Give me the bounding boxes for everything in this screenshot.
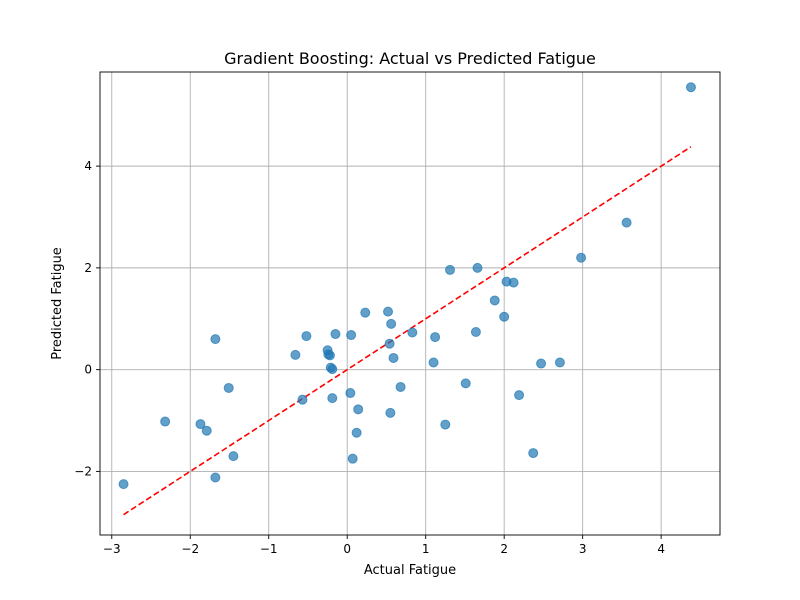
data-point (210, 334, 221, 345)
data-point (440, 419, 451, 430)
grid-lines (100, 72, 720, 535)
data-point (347, 453, 358, 464)
x-tick-label: −3 (103, 542, 121, 556)
reference-line-layer (123, 146, 692, 516)
perfect-prediction-line (123, 146, 692, 516)
data-point (346, 330, 357, 341)
data-point (324, 350, 335, 361)
data-point (430, 332, 441, 343)
y-tick-label: 2 (84, 261, 92, 275)
data-point (384, 338, 395, 349)
x-tick-label: 0 (343, 542, 351, 556)
data-point (210, 472, 221, 483)
data-point (223, 382, 234, 393)
y-tick-label: 4 (84, 159, 92, 173)
data-point (388, 352, 399, 363)
data-point (385, 407, 396, 418)
data-point (118, 479, 129, 490)
data-point (489, 295, 500, 306)
data-point (460, 378, 471, 389)
data-point (201, 425, 212, 436)
data-point (395, 381, 406, 392)
data-point (301, 331, 312, 342)
data-point (685, 82, 696, 93)
data-point (327, 393, 338, 404)
data-point (428, 357, 439, 368)
data-points (118, 82, 696, 490)
y-tick-label: 0 (84, 363, 92, 377)
data-point (508, 277, 519, 288)
data-point (297, 394, 308, 405)
axis-ticks: −3 −2 −1 0 1 2 3 4 −2 0 2 4 (74, 159, 665, 556)
data-point (345, 388, 356, 399)
x-axis-label: Actual Fatigue (364, 563, 456, 578)
data-point (407, 327, 418, 338)
data-point (383, 306, 394, 317)
data-point (386, 318, 397, 329)
data-point (554, 357, 565, 368)
x-tick-label: −2 (181, 542, 199, 556)
data-point (160, 416, 171, 427)
x-tick-label: −1 (260, 542, 278, 556)
x-tick-label: 1 (422, 542, 430, 556)
data-point (351, 427, 362, 438)
chart-title: Gradient Boosting: Actual vs Predicted F… (224, 49, 596, 68)
data-point (514, 390, 525, 401)
data-point (290, 349, 301, 360)
data-point (528, 448, 539, 459)
y-tick-label: −2 (74, 464, 92, 478)
data-point (445, 264, 456, 275)
data-point (470, 326, 481, 337)
data-point (499, 311, 510, 322)
data-point (327, 364, 338, 375)
data-point (621, 217, 632, 228)
x-tick-label: 3 (579, 542, 587, 556)
plot-frame (99, 71, 721, 536)
data-point (576, 252, 587, 263)
x-tick-label: 2 (500, 542, 508, 556)
y-axis-label: Predicted Fatigue (50, 247, 65, 360)
data-point (195, 419, 206, 430)
data-point (330, 329, 341, 340)
data-point (360, 307, 371, 318)
data-point (353, 404, 364, 415)
data-point (228, 451, 239, 462)
x-tick-label: 4 (657, 542, 665, 556)
data-point (472, 262, 483, 273)
data-point (536, 358, 547, 369)
